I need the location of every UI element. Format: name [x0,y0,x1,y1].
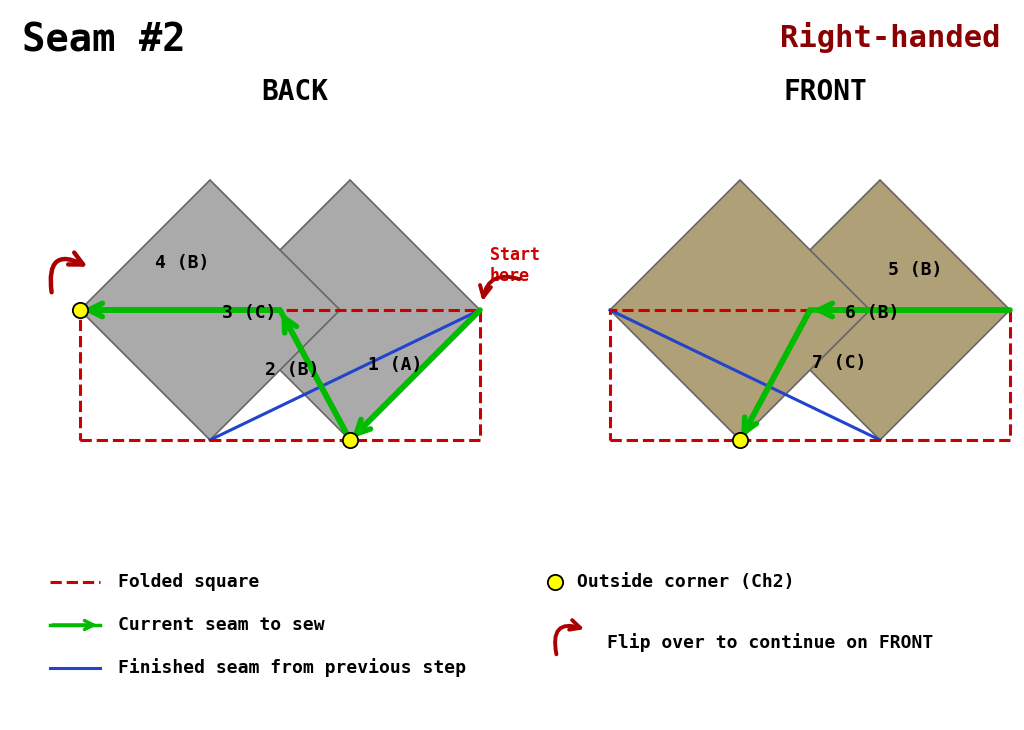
Polygon shape [80,180,340,440]
Text: 4 (B): 4 (B) [155,254,209,272]
Text: BACK: BACK [261,78,329,106]
Text: 2 (B): 2 (B) [265,361,319,379]
Bar [80,310,480,440]
Polygon shape [750,180,1010,440]
Text: 6 (B): 6 (B) [845,304,899,322]
Text: FRONT: FRONT [783,78,867,106]
Text: Current seam to sew: Current seam to sew [118,616,325,634]
Text: 3 (C): 3 (C) [222,304,276,322]
Polygon shape [220,180,480,440]
Text: Finished seam from previous step: Finished seam from previous step [118,658,466,677]
Text: Flip over to continue on FRONT: Flip over to continue on FRONT [607,634,933,653]
Text: Seam #2: Seam #2 [22,22,185,60]
Bar [610,310,1010,440]
Text: 1 (A): 1 (A) [368,356,422,374]
Polygon shape [610,180,870,440]
Text: 7 (C): 7 (C) [812,354,866,372]
Text: 5 (B): 5 (B) [888,261,942,279]
Text: Outside corner (Ch2): Outside corner (Ch2) [577,573,795,591]
Text: Folded square: Folded square [118,573,259,591]
Text: Start
here: Start here [490,246,540,285]
Text: Right-handed: Right-handed [779,22,1000,53]
